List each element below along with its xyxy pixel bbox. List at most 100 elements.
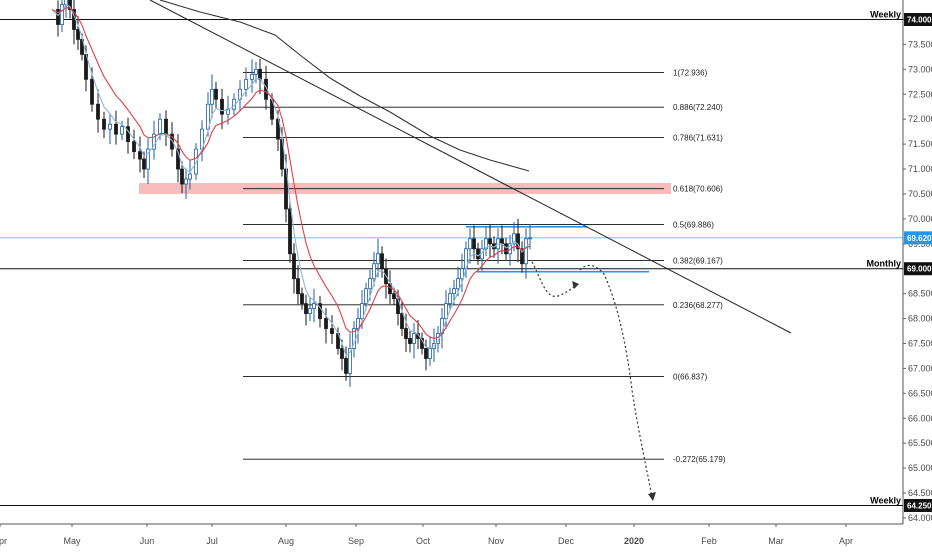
projection-path: [531, 261, 653, 498]
candle-body: [460, 268, 464, 280]
fib-level-label: 0.236(68.277): [673, 301, 723, 310]
candle-body: [318, 303, 322, 319]
price-tick-label: 66.500: [908, 388, 932, 398]
candle-body: [372, 263, 376, 280]
price-tick-label: 67.000: [908, 363, 932, 373]
price-tick-label: 72.500: [908, 89, 932, 99]
candle-body: [120, 126, 124, 135]
candle-body: [288, 208, 292, 255]
candle-body: [244, 78, 248, 90]
candle-body: [528, 237, 532, 240]
slow-moving-average: [51, 7, 531, 339]
long-moving-average: [159, 0, 530, 172]
candle-body: [64, 0, 68, 5]
candle-body: [476, 248, 480, 260]
fast-moving-average: [51, 3, 531, 357]
candle-body: [456, 278, 460, 290]
candle-body: [400, 313, 404, 329]
candle-body: [468, 238, 472, 250]
candle-body: [296, 278, 300, 295]
key-level-price: 64.250: [907, 502, 932, 511]
candle-body: [56, 9, 60, 25]
candle-body: [188, 173, 192, 180]
candle-body: [424, 348, 428, 359]
candle-body: [330, 328, 334, 334]
current-price-label: 69.620: [907, 234, 932, 243]
time-tick-label: May: [63, 536, 81, 546]
candle-body: [376, 253, 380, 265]
price-tick-label: 72.000: [908, 114, 932, 124]
candle-body: [164, 118, 168, 135]
price-tick-label: 64.000: [908, 513, 932, 523]
candle-body: [520, 248, 524, 265]
fib-level-label: 0.786(71.631): [673, 134, 723, 143]
fib-level-label: 0.5(69.886): [673, 221, 714, 230]
candle-body: [304, 303, 308, 314]
candle-body: [146, 148, 150, 170]
time-tick-label: Apr: [0, 536, 7, 546]
candle-body: [76, 29, 80, 40]
candle-body: [138, 151, 142, 160]
time-tick-label: 2020: [624, 536, 644, 546]
candle-body: [60, 4, 64, 25]
time-tick-label: Dec: [558, 536, 575, 546]
time-tick-label: Apr: [839, 536, 853, 546]
candle-body: [210, 88, 214, 105]
fib-level-label: 0.382(69.167): [673, 256, 723, 265]
candle-body: [96, 103, 100, 120]
candle-body: [340, 348, 344, 359]
candle-body: [444, 303, 448, 319]
candle-body: [292, 253, 296, 280]
candle-body: [90, 78, 94, 105]
candle-body: [102, 118, 106, 130]
candle-body: [152, 133, 156, 150]
time-tick-label: Aug: [278, 536, 294, 546]
candle-body: [68, 0, 72, 10]
key-level-price-box: [904, 262, 932, 276]
candle-body: [380, 253, 384, 270]
candle-body: [80, 39, 84, 55]
candle-body: [500, 238, 504, 245]
price-tick-label: 67.500: [908, 339, 932, 349]
candle-body: [170, 133, 174, 150]
candle-body: [448, 293, 452, 305]
price-tick-label: 73.000: [908, 64, 932, 74]
price-tick-label: 71.500: [908, 139, 932, 149]
fib-level-label: 0.886(72.240): [673, 103, 723, 112]
candle-body: [392, 293, 396, 300]
time-tick-label: Jun: [140, 536, 155, 546]
candle-body: [108, 123, 112, 130]
price-tick-label: 68.000: [908, 314, 932, 324]
key-level-price-box: [904, 13, 932, 26]
candle-body: [308, 308, 312, 314]
candle-body: [184, 178, 188, 185]
candle-body: [254, 68, 258, 75]
candle-body: [428, 348, 432, 359]
candle-body: [368, 278, 372, 290]
candle-body: [324, 318, 328, 329]
price-tick-label: 64.500: [908, 488, 932, 498]
fib-level-label: -0.272(65.179): [673, 455, 726, 464]
candle-body: [404, 328, 408, 339]
current-price-box: [904, 231, 932, 245]
candle-body: [412, 333, 416, 344]
price-tick-label: 73.500: [908, 39, 932, 49]
candle-body: [250, 73, 254, 80]
candle-body: [214, 88, 218, 100]
candle-body: [408, 338, 412, 344]
candle-body: [484, 238, 488, 250]
key-levels: Weekly 74.000 Monthly 69.000 Weekly 64.250: [0, 10, 932, 512]
candle-body: [524, 238, 528, 265]
candle-body: [176, 148, 180, 170]
time-axis-ticks: Apr May Jun Jul Aug Sep Oct Nov Dec 2020 Feb Mar Apr: [0, 524, 853, 546]
candles: [56, 0, 532, 387]
key-level-price: 74.000: [907, 16, 932, 25]
time-tick-label: Sep: [348, 536, 364, 546]
key-level-tag: Weekly: [870, 10, 901, 20]
time-tick-label: Mar: [768, 536, 784, 546]
price-tick-label: 70.000: [908, 214, 932, 224]
projection-arrowhead: [572, 281, 579, 289]
price-tick-label: 65.500: [908, 438, 932, 448]
